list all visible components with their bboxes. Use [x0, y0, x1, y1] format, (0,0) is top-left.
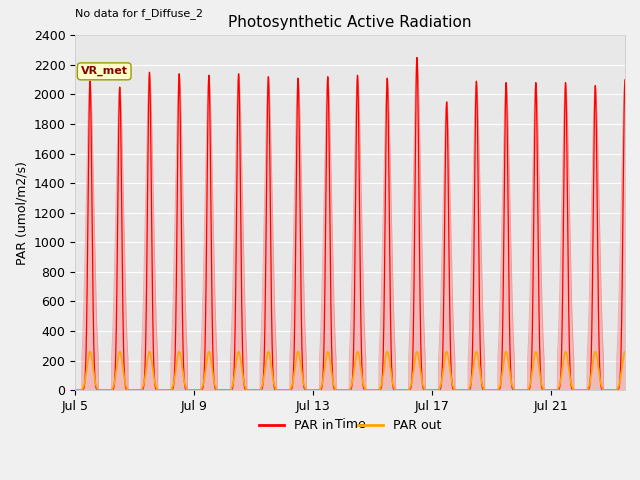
PAR in [131, 387, 138, 393]
PAR in [294, 81, 301, 86]
PAR out [294, 349, 301, 355]
Title: Photosynthetic Active Radiation: Photosynthetic Active Radiation [228, 15, 472, 30]
PAR out [71, 387, 79, 393]
PAR out [131, 387, 138, 393]
PAR in [413, 55, 420, 60]
Y-axis label: PAR (umol/m2/s): PAR (umol/m2/s) [15, 161, 28, 264]
X-axis label: Time: Time [335, 419, 365, 432]
Text: No data for f_Diffuse_2: No data for f_Diffuse_2 [75, 8, 203, 19]
Line: PAR in: PAR in [75, 58, 625, 390]
PAR out [76, 387, 84, 393]
PAR out [621, 349, 628, 355]
PAR in [433, 387, 441, 393]
PAR out [86, 349, 94, 355]
Line: PAR out: PAR out [75, 352, 625, 390]
Legend: PAR in, PAR out: PAR in, PAR out [253, 414, 447, 437]
PAR in [571, 387, 579, 393]
PAR out [515, 387, 523, 393]
PAR in [71, 387, 79, 393]
Text: VR_met: VR_met [81, 66, 128, 76]
PAR in [621, 77, 628, 83]
PAR in [76, 387, 84, 393]
PAR in [515, 387, 523, 393]
PAR out [433, 387, 441, 393]
PAR out [571, 387, 579, 393]
